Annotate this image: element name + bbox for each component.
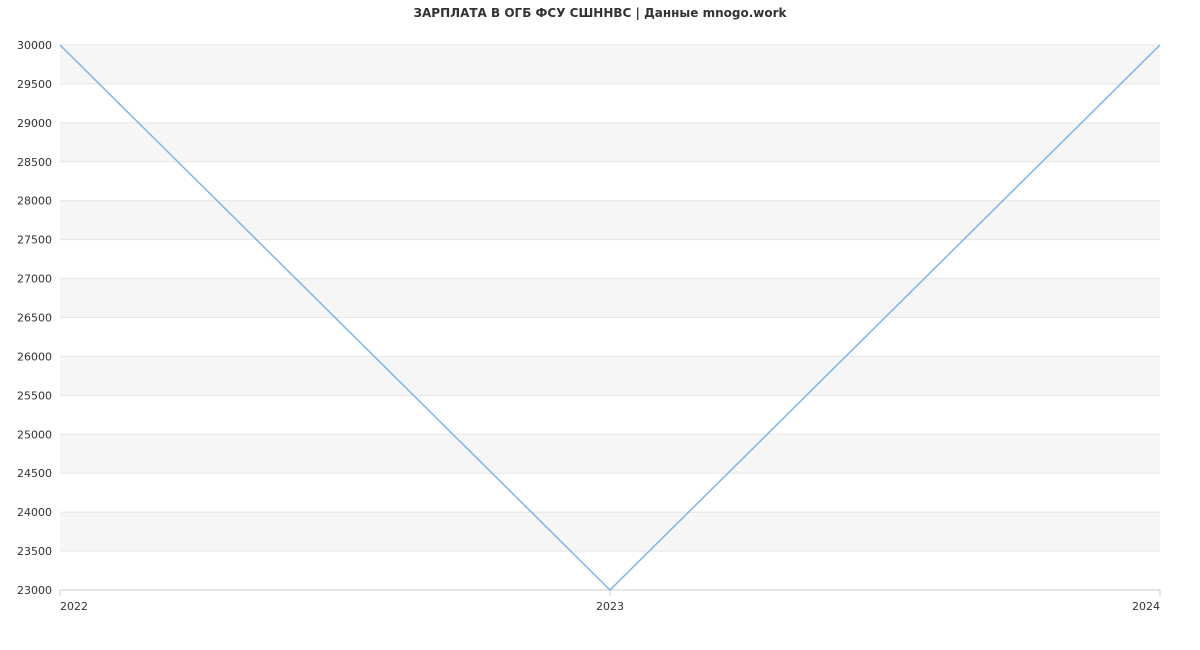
svg-text:28500: 28500	[17, 156, 52, 169]
svg-text:29500: 29500	[17, 78, 52, 91]
salary-line-chart: ЗАРПЛАТА В ОГБ ФСУ СШННВС | Данные mnogo…	[0, 0, 1200, 650]
svg-text:24500: 24500	[17, 467, 52, 480]
svg-text:27500: 27500	[17, 234, 52, 247]
svg-text:29000: 29000	[17, 117, 52, 130]
chart-svg: 23000 23500 24000 24500 25000 25500 26000 26500…	[0, 0, 1200, 650]
svg-text:23000: 23000	[17, 584, 52, 597]
svg-text:2023: 2023	[596, 600, 624, 613]
svg-text:26000: 26000	[17, 350, 52, 363]
svg-text:27000: 27000	[17, 273, 52, 286]
svg-text:23500: 23500	[17, 545, 52, 558]
svg-text:24000: 24000	[17, 506, 52, 519]
svg-text:25000: 25000	[17, 428, 52, 441]
svg-text:26500: 26500	[17, 312, 52, 325]
svg-text:2024: 2024	[1132, 600, 1160, 613]
svg-text:30000: 30000	[17, 39, 52, 52]
svg-text:28000: 28000	[17, 195, 52, 208]
chart-title: ЗАРПЛАТА В ОГБ ФСУ СШННВС | Данные mnogo…	[0, 6, 1200, 20]
svg-text:2022: 2022	[60, 600, 88, 613]
svg-text:25500: 25500	[17, 389, 52, 402]
